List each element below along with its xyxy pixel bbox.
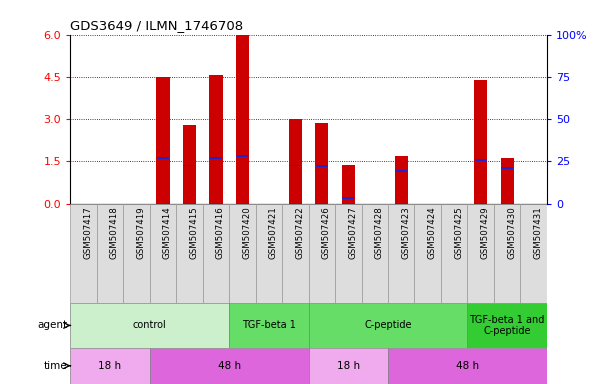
Bar [475,159,486,161]
Bar [342,197,354,199]
Bar [395,156,408,204]
Text: GSM507419: GSM507419 [136,207,145,259]
Bar [362,204,388,303]
Text: GSM507415: GSM507415 [189,207,199,259]
Bar [316,166,327,167]
Bar [289,119,302,204]
Text: 18 h: 18 h [98,361,122,371]
Bar [255,204,282,303]
Bar [150,348,309,384]
Bar [521,204,547,303]
Bar [203,204,229,303]
Text: 18 h: 18 h [337,361,360,371]
Bar [236,35,249,204]
Text: TGF-beta 1 and
C-peptide: TGF-beta 1 and C-peptide [469,314,545,336]
Bar [157,157,169,159]
Text: GSM507428: GSM507428 [375,207,384,259]
Bar [315,123,329,204]
Bar [150,204,176,303]
Bar [290,164,301,167]
Text: GSM507416: GSM507416 [216,207,225,259]
Bar [309,348,388,384]
Bar [414,204,441,303]
Bar [176,204,203,303]
Bar [282,204,309,303]
Text: GSM507418: GSM507418 [110,207,119,259]
Bar [500,159,514,204]
Text: GSM507430: GSM507430 [507,207,516,259]
Bar [123,204,150,303]
Bar [229,204,255,303]
Bar [501,167,513,169]
Bar [441,204,467,303]
Text: GSM507426: GSM507426 [322,207,331,259]
Bar [97,204,123,303]
Text: GSM507423: GSM507423 [401,207,410,259]
Text: GSM507424: GSM507424 [428,207,437,259]
Bar [388,348,547,384]
Bar [395,170,407,172]
Text: control: control [133,320,167,331]
Text: GSM507425: GSM507425 [454,207,463,259]
Bar [183,164,196,167]
Text: GSM507422: GSM507422 [295,207,304,259]
Bar [309,303,467,348]
Bar [309,204,335,303]
Bar [467,303,547,348]
Text: 48 h: 48 h [456,361,479,371]
Text: GSM507427: GSM507427 [348,207,357,259]
Text: GSM507417: GSM507417 [84,207,92,259]
Bar [342,165,355,204]
Bar [494,204,521,303]
Text: agent: agent [37,320,67,331]
Text: time: time [43,361,67,371]
Bar [474,79,488,204]
Text: GSM507421: GSM507421 [269,207,278,259]
Bar [467,204,494,303]
Bar [388,204,414,303]
Text: 48 h: 48 h [218,361,241,371]
Bar [210,157,222,159]
Text: GSM507431: GSM507431 [533,207,543,259]
Bar [156,77,170,204]
Text: GSM507414: GSM507414 [163,207,172,259]
Text: GSM507420: GSM507420 [243,207,251,259]
Text: GDS3649 / ILMN_1746708: GDS3649 / ILMN_1746708 [70,19,243,32]
Bar [229,303,309,348]
Bar [209,75,222,204]
Text: GSM507429: GSM507429 [481,207,489,259]
Bar [236,155,248,157]
Bar [70,204,97,303]
Bar [335,204,362,303]
Bar [70,303,229,348]
Text: C-peptide: C-peptide [364,320,412,331]
Bar [70,348,150,384]
Bar [183,125,196,204]
Text: TGF-beta 1: TGF-beta 1 [242,320,296,331]
